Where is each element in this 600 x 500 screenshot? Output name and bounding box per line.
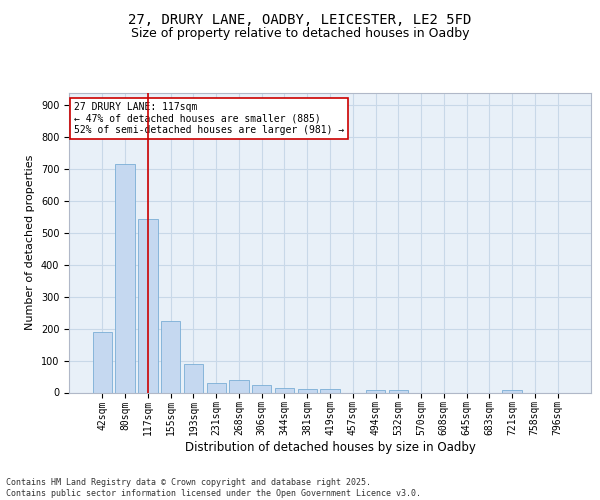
- Bar: [93, 332, 112, 392]
- Text: Size of property relative to detached houses in Oadby: Size of property relative to detached ho…: [131, 28, 469, 40]
- Y-axis label: Number of detached properties: Number of detached properties: [25, 155, 35, 330]
- Bar: [206, 383, 226, 392]
- Bar: [389, 390, 408, 392]
- Bar: [229, 380, 248, 392]
- Bar: [138, 218, 158, 392]
- Bar: [366, 390, 385, 392]
- Bar: [298, 390, 317, 392]
- Text: Contains HM Land Registry data © Crown copyright and database right 2025.
Contai: Contains HM Land Registry data © Crown c…: [6, 478, 421, 498]
- Bar: [252, 386, 271, 392]
- Text: 27 DRURY LANE: 117sqm
← 47% of detached houses are smaller (885)
52% of semi-det: 27 DRURY LANE: 117sqm ← 47% of detached …: [74, 102, 344, 134]
- Bar: [275, 388, 294, 392]
- Bar: [115, 164, 135, 392]
- Text: 27, DRURY LANE, OADBY, LEICESTER, LE2 5FD: 27, DRURY LANE, OADBY, LEICESTER, LE2 5F…: [128, 12, 472, 26]
- Bar: [161, 320, 181, 392]
- Bar: [320, 388, 340, 392]
- Bar: [184, 364, 203, 392]
- Bar: [502, 390, 522, 392]
- X-axis label: Distribution of detached houses by size in Oadby: Distribution of detached houses by size …: [185, 441, 475, 454]
